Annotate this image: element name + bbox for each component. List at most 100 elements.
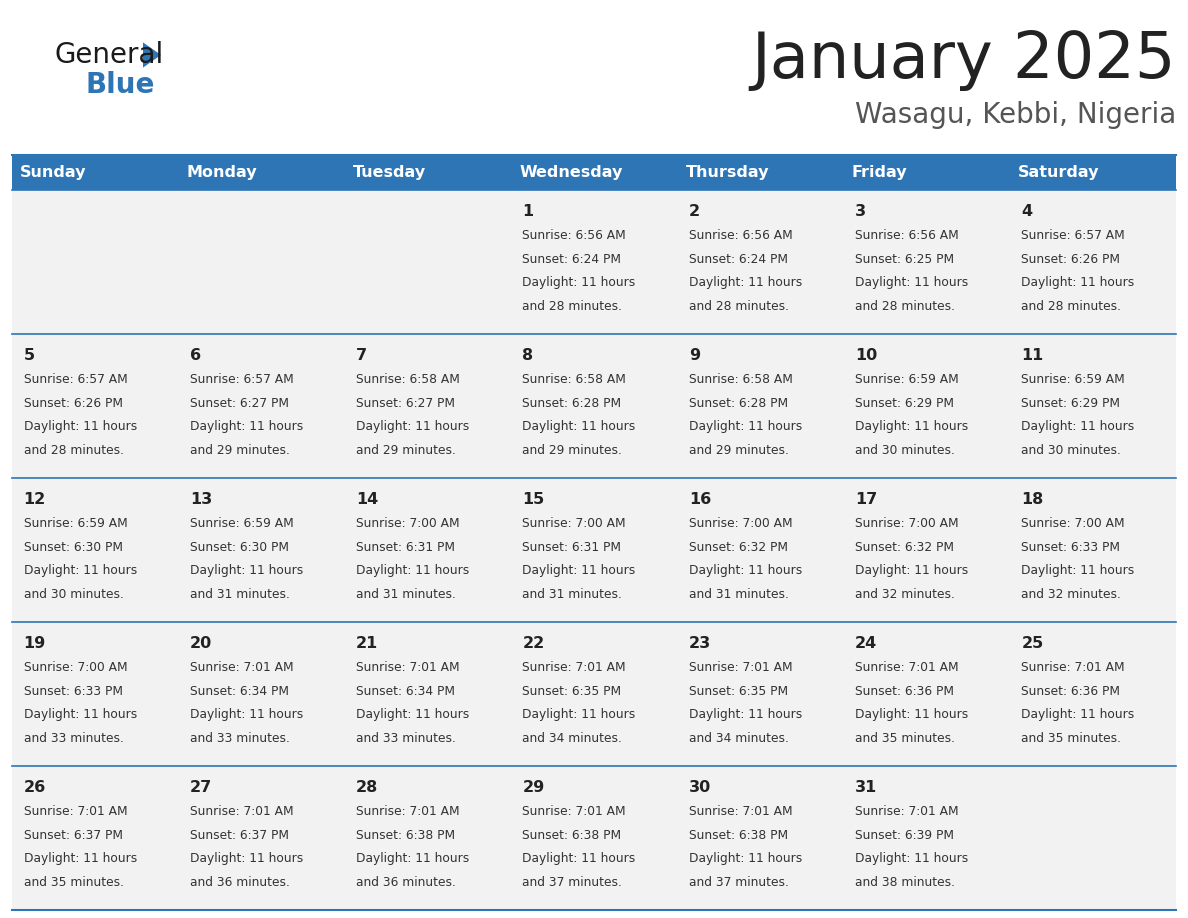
Bar xyxy=(843,155,1010,190)
Text: Sunset: 6:35 PM: Sunset: 6:35 PM xyxy=(689,685,788,698)
Text: Daylight: 11 hours: Daylight: 11 hours xyxy=(24,853,137,866)
Text: 7: 7 xyxy=(356,349,367,364)
Text: Monday: Monday xyxy=(187,165,258,180)
Text: 6: 6 xyxy=(190,349,201,364)
Text: Daylight: 11 hours: Daylight: 11 hours xyxy=(855,276,968,289)
Text: 31: 31 xyxy=(855,780,877,795)
Text: Sunset: 6:32 PM: Sunset: 6:32 PM xyxy=(689,541,788,554)
Text: and 31 minutes.: and 31 minutes. xyxy=(523,588,623,601)
Text: and 30 minutes.: and 30 minutes. xyxy=(855,444,955,457)
Text: Daylight: 11 hours: Daylight: 11 hours xyxy=(855,565,968,577)
Text: Sunset: 6:35 PM: Sunset: 6:35 PM xyxy=(523,685,621,698)
Text: Sunrise: 6:59 AM: Sunrise: 6:59 AM xyxy=(190,517,293,530)
Text: 29: 29 xyxy=(523,780,545,795)
Text: Wasagu, Kebbi, Nigeria: Wasagu, Kebbi, Nigeria xyxy=(854,101,1176,129)
Text: Sunset: 6:24 PM: Sunset: 6:24 PM xyxy=(689,252,788,265)
Text: Sunrise: 7:00 AM: Sunrise: 7:00 AM xyxy=(24,661,127,674)
Text: Sunrise: 7:01 AM: Sunrise: 7:01 AM xyxy=(190,661,293,674)
Text: and 29 minutes.: and 29 minutes. xyxy=(356,444,456,457)
Text: and 31 minutes.: and 31 minutes. xyxy=(356,588,456,601)
Text: Sunset: 6:34 PM: Sunset: 6:34 PM xyxy=(356,685,455,698)
Text: Sunrise: 6:57 AM: Sunrise: 6:57 AM xyxy=(190,373,293,386)
Text: 5: 5 xyxy=(24,349,34,364)
Text: Daylight: 11 hours: Daylight: 11 hours xyxy=(1022,420,1135,433)
Text: Daylight: 11 hours: Daylight: 11 hours xyxy=(1022,565,1135,577)
Text: Daylight: 11 hours: Daylight: 11 hours xyxy=(1022,709,1135,722)
Text: Daylight: 11 hours: Daylight: 11 hours xyxy=(356,853,469,866)
Text: Sunset: 6:36 PM: Sunset: 6:36 PM xyxy=(1022,685,1120,698)
Text: Sunrise: 6:59 AM: Sunrise: 6:59 AM xyxy=(1022,373,1125,386)
Text: Sunday: Sunday xyxy=(20,165,87,180)
Text: and 33 minutes.: and 33 minutes. xyxy=(356,733,456,745)
Text: 3: 3 xyxy=(855,205,866,219)
Bar xyxy=(677,155,843,190)
Text: and 35 minutes.: and 35 minutes. xyxy=(24,876,124,890)
Text: Daylight: 11 hours: Daylight: 11 hours xyxy=(1022,276,1135,289)
Text: Sunrise: 7:01 AM: Sunrise: 7:01 AM xyxy=(356,805,460,818)
Text: Sunrise: 7:00 AM: Sunrise: 7:00 AM xyxy=(523,517,626,530)
Text: 20: 20 xyxy=(190,636,213,652)
Text: and 28 minutes.: and 28 minutes. xyxy=(1022,300,1121,313)
Text: Daylight: 11 hours: Daylight: 11 hours xyxy=(523,420,636,433)
Text: 28: 28 xyxy=(356,780,379,795)
Text: 22: 22 xyxy=(523,636,545,652)
Text: Sunrise: 7:01 AM: Sunrise: 7:01 AM xyxy=(190,805,293,818)
Text: Daylight: 11 hours: Daylight: 11 hours xyxy=(356,420,469,433)
Text: Sunset: 6:32 PM: Sunset: 6:32 PM xyxy=(855,541,954,554)
Text: 11: 11 xyxy=(1022,349,1043,364)
Text: Daylight: 11 hours: Daylight: 11 hours xyxy=(689,709,802,722)
Text: Sunset: 6:33 PM: Sunset: 6:33 PM xyxy=(1022,541,1120,554)
Text: Sunrise: 6:58 AM: Sunrise: 6:58 AM xyxy=(689,373,792,386)
Bar xyxy=(178,155,345,190)
Text: Sunrise: 7:00 AM: Sunrise: 7:00 AM xyxy=(855,517,959,530)
Text: and 36 minutes.: and 36 minutes. xyxy=(356,876,456,890)
Text: Sunset: 6:28 PM: Sunset: 6:28 PM xyxy=(689,397,788,409)
Text: Sunrise: 7:01 AM: Sunrise: 7:01 AM xyxy=(855,805,959,818)
Text: Sunset: 6:31 PM: Sunset: 6:31 PM xyxy=(523,541,621,554)
Text: Sunset: 6:37 PM: Sunset: 6:37 PM xyxy=(24,829,122,842)
Text: Daylight: 11 hours: Daylight: 11 hours xyxy=(24,709,137,722)
Text: Sunset: 6:27 PM: Sunset: 6:27 PM xyxy=(356,397,455,409)
Text: 10: 10 xyxy=(855,349,877,364)
Text: Sunrise: 6:56 AM: Sunrise: 6:56 AM xyxy=(523,229,626,241)
Text: Daylight: 11 hours: Daylight: 11 hours xyxy=(190,709,303,722)
Text: Daylight: 11 hours: Daylight: 11 hours xyxy=(523,853,636,866)
Text: Tuesday: Tuesday xyxy=(353,165,426,180)
Text: January 2025: January 2025 xyxy=(752,29,1176,91)
Text: 8: 8 xyxy=(523,349,533,364)
Text: Sunset: 6:30 PM: Sunset: 6:30 PM xyxy=(190,541,289,554)
Text: Daylight: 11 hours: Daylight: 11 hours xyxy=(523,276,636,289)
Text: Sunset: 6:33 PM: Sunset: 6:33 PM xyxy=(24,685,122,698)
Text: Sunrise: 6:58 AM: Sunrise: 6:58 AM xyxy=(356,373,460,386)
Text: Sunset: 6:29 PM: Sunset: 6:29 PM xyxy=(855,397,954,409)
Text: Daylight: 11 hours: Daylight: 11 hours xyxy=(523,709,636,722)
Text: Daylight: 11 hours: Daylight: 11 hours xyxy=(855,709,968,722)
Text: and 28 minutes.: and 28 minutes. xyxy=(855,300,955,313)
Text: Daylight: 11 hours: Daylight: 11 hours xyxy=(190,565,303,577)
Text: Sunset: 6:24 PM: Sunset: 6:24 PM xyxy=(523,252,621,265)
Text: and 35 minutes.: and 35 minutes. xyxy=(855,733,955,745)
Text: Sunrise: 6:59 AM: Sunrise: 6:59 AM xyxy=(24,517,127,530)
Text: Daylight: 11 hours: Daylight: 11 hours xyxy=(689,420,802,433)
Text: Daylight: 11 hours: Daylight: 11 hours xyxy=(523,565,636,577)
Text: and 29 minutes.: and 29 minutes. xyxy=(190,444,290,457)
Text: Daylight: 11 hours: Daylight: 11 hours xyxy=(24,565,137,577)
Text: Friday: Friday xyxy=(852,165,908,180)
Text: Sunrise: 6:57 AM: Sunrise: 6:57 AM xyxy=(1022,229,1125,241)
Bar xyxy=(511,155,677,190)
Text: 24: 24 xyxy=(855,636,877,652)
Text: and 37 minutes.: and 37 minutes. xyxy=(523,876,623,890)
Text: and 34 minutes.: and 34 minutes. xyxy=(523,733,623,745)
Polygon shape xyxy=(143,42,162,68)
Text: Sunrise: 6:56 AM: Sunrise: 6:56 AM xyxy=(855,229,959,241)
Text: and 31 minutes.: and 31 minutes. xyxy=(689,588,789,601)
Text: Sunrise: 6:56 AM: Sunrise: 6:56 AM xyxy=(689,229,792,241)
Text: 14: 14 xyxy=(356,492,379,508)
Text: Sunrise: 7:01 AM: Sunrise: 7:01 AM xyxy=(1022,661,1125,674)
Text: Sunset: 6:36 PM: Sunset: 6:36 PM xyxy=(855,685,954,698)
Text: and 30 minutes.: and 30 minutes. xyxy=(24,588,124,601)
Text: Daylight: 11 hours: Daylight: 11 hours xyxy=(855,853,968,866)
Text: Sunrise: 7:01 AM: Sunrise: 7:01 AM xyxy=(855,661,959,674)
Text: Daylight: 11 hours: Daylight: 11 hours xyxy=(689,853,802,866)
Text: Sunset: 6:26 PM: Sunset: 6:26 PM xyxy=(1022,252,1120,265)
